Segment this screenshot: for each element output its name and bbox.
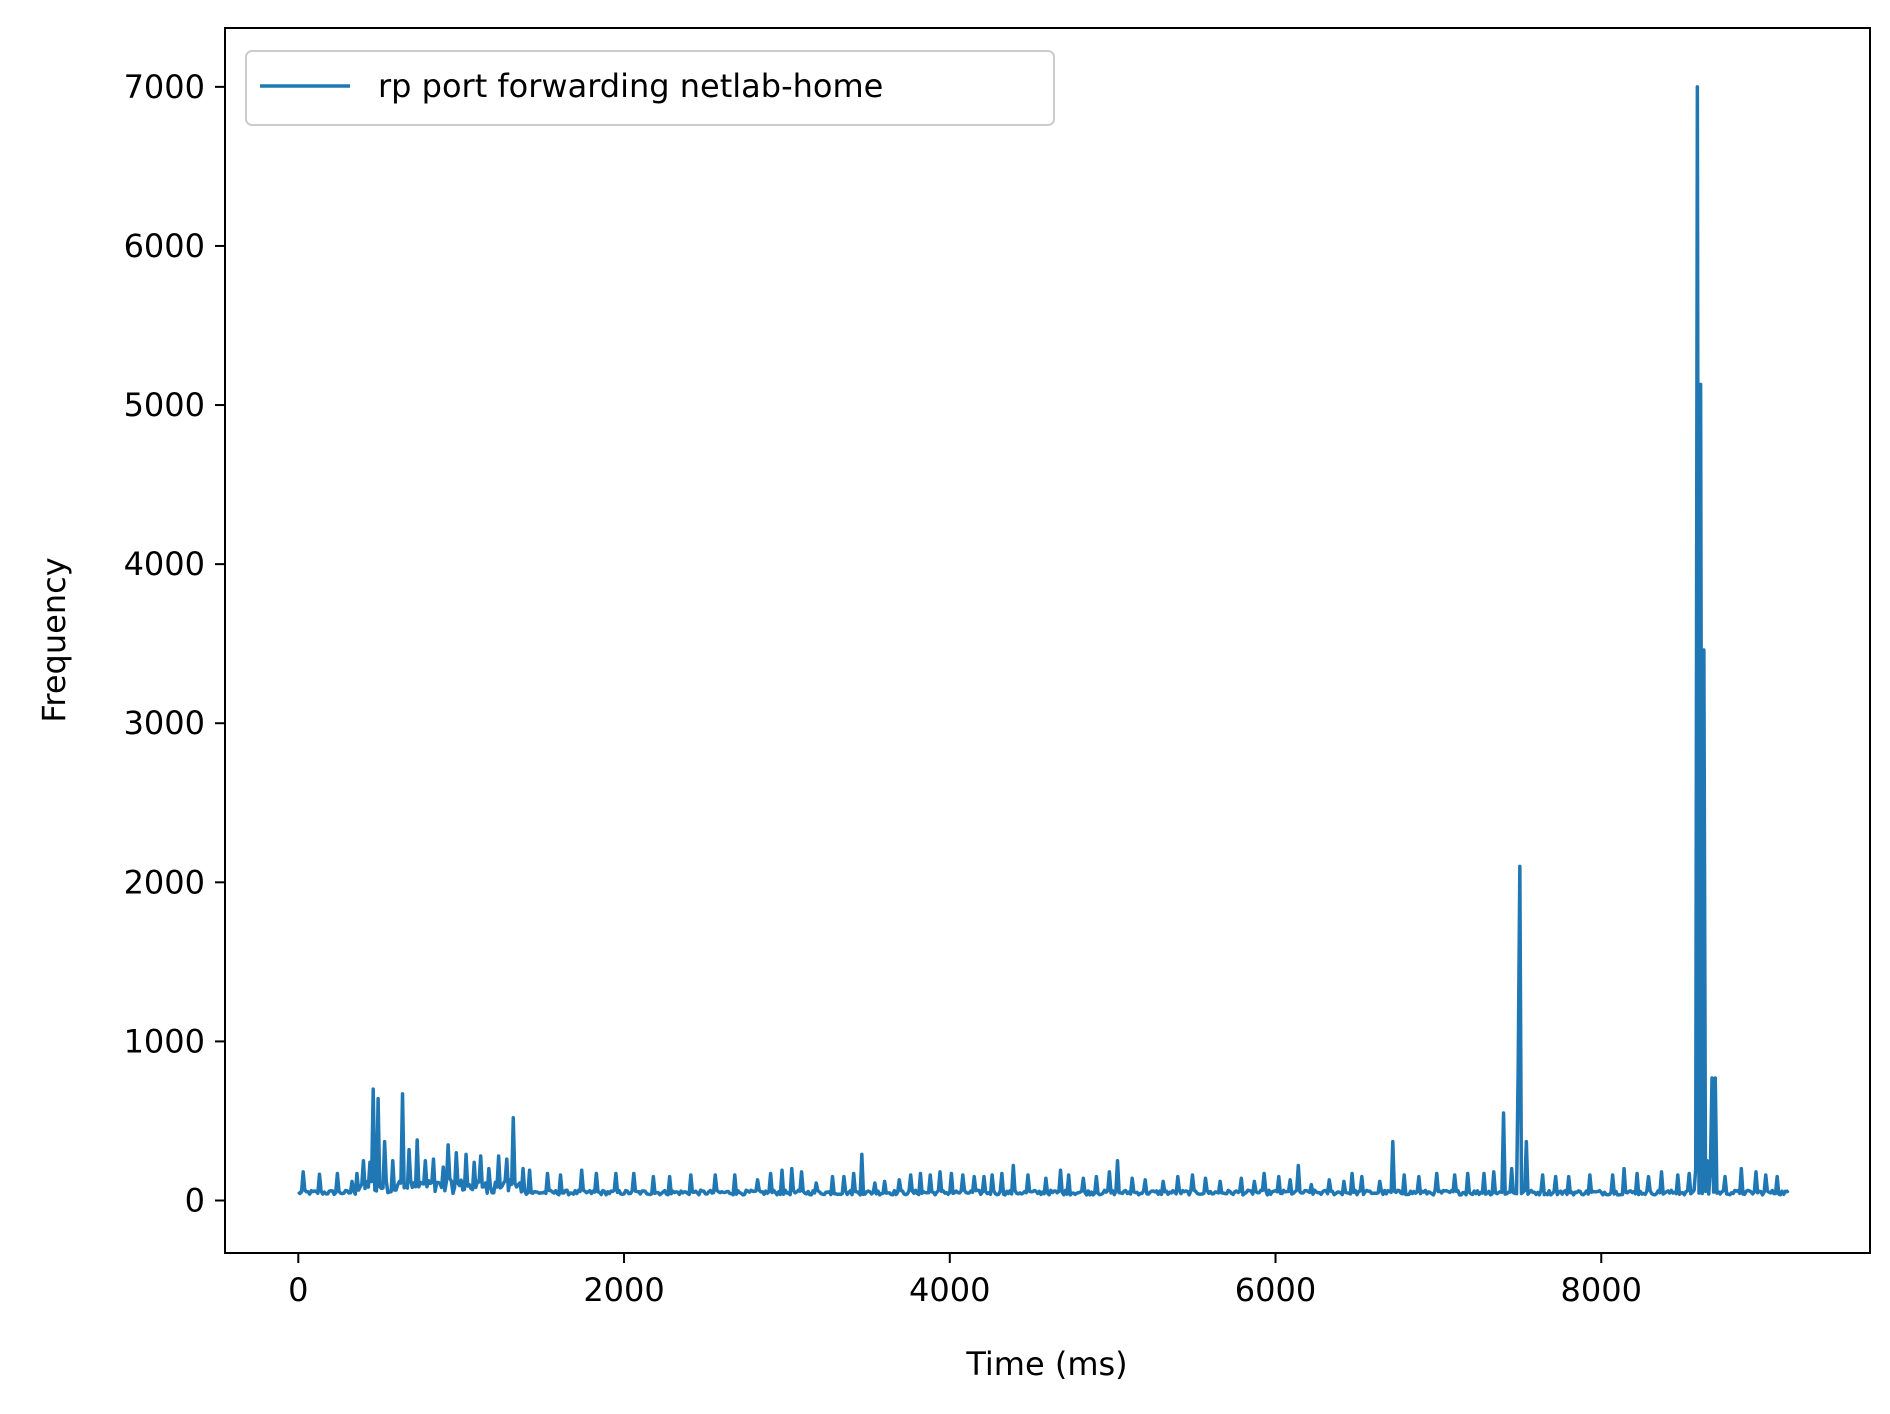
x-tick-label: 2000 <box>583 1271 664 1309</box>
series-line-1 <box>297 85 1790 1197</box>
y-tick-label: 3000 <box>124 704 205 742</box>
y-tick-label: 7000 <box>124 68 205 106</box>
x-axis-ticks: 0 2000 4000 6000 8000 <box>288 1253 1642 1309</box>
y-tick-label: 0 <box>185 1182 205 1220</box>
legend: rp port forwarding netlab-home <box>245 50 1055 126</box>
x-tick-label: 4000 <box>909 1271 990 1309</box>
x-tick-label: 6000 <box>1235 1271 1316 1309</box>
legend-label-series-1: rp port forwarding netlab-home <box>378 67 883 105</box>
x-tick-label: 8000 <box>1561 1271 1642 1309</box>
y-tick-label: 5000 <box>124 386 205 424</box>
plot-area <box>297 85 1790 1197</box>
y-axis-label: Frequency <box>35 557 73 722</box>
y-axis-ticks: 0 1000 2000 3000 4000 5000 6000 7000 <box>124 68 225 1220</box>
y-tick-label: 2000 <box>124 863 205 901</box>
y-tick-label: 6000 <box>124 227 205 265</box>
x-tick-label: 0 <box>288 1271 308 1309</box>
y-tick-label: 1000 <box>124 1022 205 1060</box>
x-axis-label: Time (ms) <box>965 1345 1127 1383</box>
axes-frame <box>224 27 1871 1254</box>
y-tick-label: 4000 <box>124 545 205 583</box>
legend-box <box>245 50 1055 126</box>
